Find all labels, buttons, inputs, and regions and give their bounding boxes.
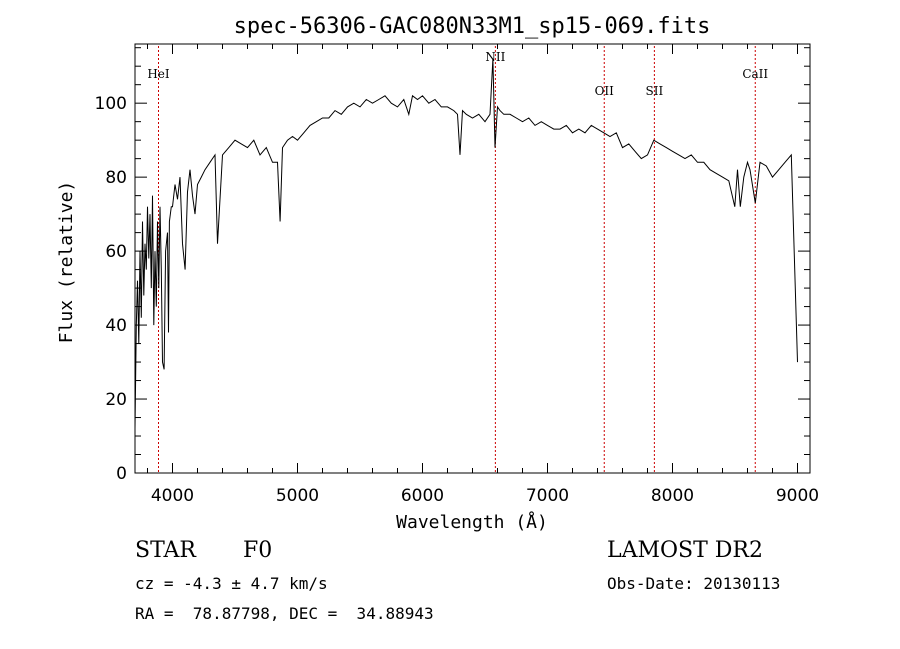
y-tick-label: 40 — [105, 316, 127, 336]
line-marker-label: SII — [646, 84, 664, 98]
object-class: STAR — [135, 538, 196, 563]
obs-date-text: Obs-Date: 20130113 — [607, 574, 781, 593]
y-tick-label: 60 — [105, 242, 127, 262]
x-tick-label: 6000 — [401, 486, 444, 506]
line-marker-label: CaII — [742, 67, 768, 81]
x-tick-label: 4000 — [151, 486, 194, 506]
x-tick-label: 8000 — [651, 486, 694, 506]
x-axis-label: Wavelength (Å) — [396, 511, 548, 533]
y-tick-label: 20 — [105, 390, 127, 410]
survey-name: LAMOST DR2 — [607, 538, 763, 563]
line-markers: HeI NII OII SII CaII — [147, 46, 768, 473]
y-axis-label: Flux (relative) — [56, 181, 77, 344]
chart-title: spec-56306-GAC080N33M1_sp15-069.fits — [234, 14, 711, 39]
plot-frame — [134, 43, 811, 474]
axis-ticks: 4000 5000 6000 7000 8000 9000 0 20 40 60 80 100 — [95, 44, 819, 506]
x-tick-label: 5000 — [276, 486, 319, 506]
x-tick-label: 7000 — [526, 486, 569, 506]
y-tick-label: 100 — [95, 94, 127, 114]
redshift-text: cz = -4.3 ± 4.7 km/s — [135, 574, 328, 593]
line-marker-label: OII — [595, 84, 615, 98]
spectrum-line — [134, 58, 798, 429]
y-tick-label: 0 — [116, 464, 127, 484]
line-marker-label: NII — [485, 50, 505, 64]
y-tick-label: 80 — [105, 168, 127, 188]
x-tick-label: 9000 — [776, 486, 819, 506]
line-marker-label: HeI — [147, 67, 170, 81]
coordinates-text: RA = 78.87798, DEC = 34.88943 — [135, 604, 434, 623]
spectral-subclass: F0 — [243, 538, 273, 563]
